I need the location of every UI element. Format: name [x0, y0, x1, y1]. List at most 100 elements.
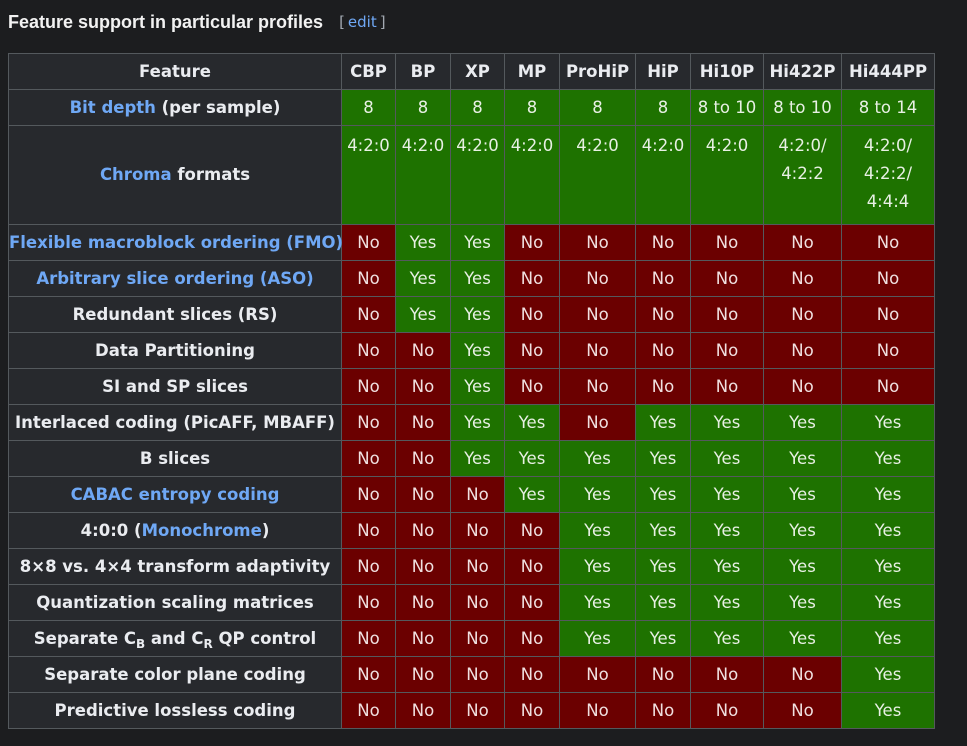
support-cell-hip: Yes	[635, 584, 691, 621]
table-row: Bit depth (per sample) 8 8 8 8 8 8 8 to 10 8 to …	[8, 89, 935, 126]
support-cell-cbp: No	[341, 584, 396, 621]
feature-label-part: and C	[145, 628, 204, 648]
support-cell-hi444pp: No	[841, 224, 935, 261]
support-cell-cbp: No	[341, 512, 396, 549]
table-row: SI and SP slices No No Yes No No No No No No	[8, 368, 935, 405]
support-cell-hi422p: No	[763, 692, 842, 729]
support-cell-prohip: Yes	[559, 512, 636, 549]
support-cell-xp: No	[450, 548, 505, 585]
support-cell-hi10p: No	[690, 656, 764, 693]
support-cell-prohip: Yes	[559, 620, 636, 657]
support-cell-xp: No	[450, 512, 505, 549]
feature-label-separate-color-plane: Separate color plane coding	[8, 656, 342, 693]
edit-bracket-close: ]	[379, 13, 386, 31]
feature-label-chroma: Chroma formats	[8, 125, 342, 225]
feature-link[interactable]: Flexible macroblock ordering (FMO)	[9, 232, 344, 252]
cell-line: 4:2:0/	[778, 136, 827, 155]
feature-label-monochrome: 4:0:0 (Monochrome)	[8, 512, 342, 549]
feature-label-text: Data Partitioning	[95, 340, 255, 360]
support-cell-hi444pp: No	[841, 260, 935, 297]
support-cell-prohip: Yes	[559, 476, 636, 513]
support-cell-mp: 8	[504, 89, 560, 126]
support-cell-prohip: Yes	[559, 440, 636, 477]
support-cell-xp: Yes	[450, 404, 505, 441]
table-row: CABAC entropy coding No No No Yes Yes Yes Yes Ye…	[8, 476, 935, 513]
support-cell-hi10p: No	[690, 332, 764, 369]
support-cell-xp: No	[450, 476, 505, 513]
support-cell-hi422p: Yes	[763, 512, 842, 549]
column-header-bp: BP	[395, 53, 451, 90]
support-cell-bp: Yes	[395, 296, 451, 333]
support-cell-mp: Yes	[504, 440, 560, 477]
support-cell-mp: No	[504, 548, 560, 585]
support-cell-hi444pp: Yes	[841, 404, 935, 441]
support-cell-mp: No	[504, 260, 560, 297]
feature-label-text: Redundant slices (RS)	[72, 304, 278, 324]
support-cell-cbp: No	[341, 404, 396, 441]
feature-label-lossless: Predictive lossless coding	[8, 692, 342, 729]
feature-label-text: SI and SP slices	[102, 376, 248, 396]
support-cell-hi422p: 8 to 10	[763, 89, 842, 126]
support-cell-prohip: Yes	[559, 548, 636, 585]
support-cell-hi422p: 4:2:0/4:2:2	[763, 125, 842, 225]
feature-link[interactable]: Monochrome	[141, 520, 262, 540]
support-cell-hi444pp: Yes	[841, 512, 935, 549]
support-cell-xp: Yes	[450, 332, 505, 369]
table-row: Redundant slices (RS) No Yes Yes No No No No No N…	[8, 296, 935, 333]
support-cell-cbp: No	[341, 656, 396, 693]
column-header-feature: Feature	[8, 53, 342, 90]
support-cell-mp: No	[504, 296, 560, 333]
support-cell-hi444pp: No	[841, 368, 935, 405]
support-cell-cbp: No	[341, 692, 396, 729]
support-cell-mp: No	[504, 584, 560, 621]
support-cell-cbp: No	[341, 368, 396, 405]
support-cell-prohip: No	[559, 404, 636, 441]
support-cell-cbp: No	[341, 548, 396, 585]
support-cell-hi10p: Yes	[690, 548, 764, 585]
table-row: Quantization scaling matrices No No No No Yes…	[8, 584, 935, 621]
support-cell-xp: No	[450, 620, 505, 657]
section-title: Feature support in particular profiles	[8, 11, 324, 32]
support-cell-cbp: 4:2:0	[341, 125, 396, 225]
support-cell-mp: No	[504, 224, 560, 261]
support-cell-prohip: 8	[559, 89, 636, 126]
edit-link[interactable]: edit	[347, 13, 377, 31]
edit-bracket-open: [	[339, 13, 345, 31]
feature-label-part: Separate C	[33, 628, 137, 648]
support-cell-hip: Yes	[635, 512, 691, 549]
feature-link[interactable]: Chroma	[99, 165, 172, 184]
support-cell-hip: 8	[635, 89, 691, 126]
feature-label-si-sp: SI and SP slices	[8, 368, 342, 405]
column-header-mp: MP	[504, 53, 560, 90]
support-cell-prohip: No	[559, 296, 636, 333]
profile-feature-table: Feature CBP BP XP MP ProHiP HiP Hi10P Hi422P Hi44…	[8, 53, 935, 729]
support-cell-bp: No	[395, 584, 451, 621]
support-cell-prohip: Yes	[559, 584, 636, 621]
support-cell-hip: Yes	[635, 548, 691, 585]
feature-label-text: )	[261, 520, 270, 540]
support-cell-bp: 8	[395, 89, 451, 126]
feature-label-data-partitioning: Data Partitioning	[8, 332, 342, 369]
support-cell-hi10p: Yes	[690, 440, 764, 477]
support-cell-hi422p: Yes	[763, 548, 842, 585]
table-row: Separate color plane coding No No No No No No N…	[8, 656, 935, 693]
feature-link[interactable]: Bit depth	[69, 97, 156, 117]
feature-link[interactable]: CABAC entropy coding	[70, 484, 280, 504]
support-cell-hi444pp: Yes	[841, 476, 935, 513]
feature-label-text: Quantization scaling matrices	[36, 592, 314, 612]
support-cell-hip: Yes	[635, 476, 691, 513]
feature-label-text: 4:0:0 (	[80, 520, 142, 540]
support-cell-hi422p: No	[763, 368, 842, 405]
feature-label-text: Interlaced coding (PicAFF, MBAFF)	[15, 412, 335, 432]
feature-label-text: Predictive lossless coding	[54, 700, 296, 720]
support-cell-hi10p: Yes	[690, 476, 764, 513]
support-cell-hip: 4:2:0	[635, 125, 691, 225]
support-cell-prohip: No	[559, 224, 636, 261]
support-cell-bp: No	[395, 368, 451, 405]
support-cell-cbp: No	[341, 296, 396, 333]
table-row: 4:0:0 (Monochrome) No No No No Yes Yes Yes Yes Ye…	[8, 512, 935, 549]
support-cell-mp: No	[504, 332, 560, 369]
support-cell-hip: No	[635, 296, 691, 333]
support-cell-cbp: No	[341, 440, 396, 477]
feature-link[interactable]: Arbitrary slice ordering (ASO)	[36, 268, 314, 288]
